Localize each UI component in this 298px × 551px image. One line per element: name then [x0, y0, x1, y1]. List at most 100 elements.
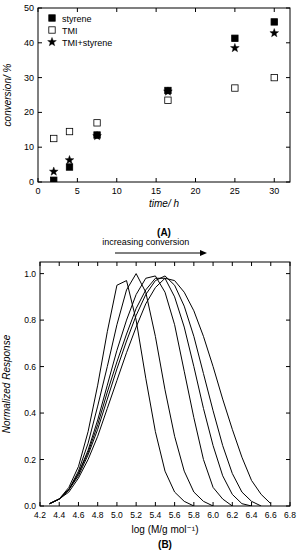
x-tick: [234, 178, 235, 182]
x-tick-top: [274, 8, 275, 12]
annotation: increasing conversion: [102, 237, 189, 247]
data-point: [51, 177, 57, 182]
legend-label: TMI+styrene: [62, 38, 112, 48]
data-point: [65, 155, 74, 163]
data-point: [270, 28, 279, 36]
chart-panel: 05101520253001020304050time/ hconversion…: [2, 3, 290, 238]
x-tick-label: 6.4: [246, 510, 258, 520]
annotation-arrow: [115, 253, 200, 254]
x-axis-label: time/ h: [149, 198, 179, 209]
figure: 05101520253001020304050time/ hconversion…: [0, 0, 298, 551]
data-layer: [49, 19, 278, 182]
y-tick: [38, 8, 42, 9]
data-point: [271, 19, 277, 25]
x-tick-label: 4.2: [34, 510, 46, 520]
x-tick-top: [270, 262, 271, 266]
x-tick: [78, 502, 79, 506]
x-tick-label: 6.8: [284, 510, 296, 520]
data-point: [231, 43, 240, 51]
y-tick-label: 0: [29, 177, 34, 187]
x-tick-label: 20: [190, 186, 200, 196]
x-tick-top: [195, 8, 196, 12]
y-tick-right: [286, 182, 290, 183]
x-tick-top: [38, 8, 39, 12]
x-tick: [174, 502, 175, 506]
x-tick-top: [77, 8, 78, 12]
y-tick: [38, 147, 42, 148]
y-tick-label: 0.0: [24, 501, 36, 511]
y-tick-label: 0.4: [24, 408, 36, 418]
data-point: [271, 74, 277, 80]
x-tick-label: 15: [151, 186, 161, 196]
x-tick-top: [174, 262, 175, 266]
x-tick-label: 30: [269, 186, 279, 196]
y-tick-right: [286, 77, 290, 78]
y-tick: [38, 42, 42, 43]
legend: styreneTMITMI+styrene: [48, 14, 113, 48]
x-tick-top: [234, 8, 235, 12]
x-tick-label: 5.4: [149, 510, 161, 520]
x-tick: [195, 178, 196, 182]
x-tick: [40, 502, 41, 506]
x-tick: [251, 502, 252, 506]
chart-panel: 4.24.44.64.85.05.25.45.65.86.06.26.46.66…: [1, 237, 296, 550]
x-tick-top: [40, 262, 41, 266]
y-tick-label: 20: [24, 107, 34, 117]
data-point: [232, 35, 238, 41]
plot-frame: [38, 8, 290, 182]
x-tick-top: [78, 262, 79, 266]
x-tick-top: [251, 262, 252, 266]
x-tick-top: [59, 262, 60, 266]
legend-marker: [48, 37, 57, 45]
y-tick-right: [286, 8, 290, 9]
x-axis-label: log (M/g mol⁻¹): [132, 524, 199, 535]
x-tick: [155, 502, 156, 506]
data-point: [93, 131, 102, 139]
y-tick: [38, 77, 42, 78]
y-tick: [40, 320, 44, 321]
legend-label: styrene: [62, 14, 92, 24]
x-tick: [156, 178, 157, 182]
annotation-arrowhead: [200, 250, 207, 256]
x-tick: [59, 502, 60, 506]
data-layer: [50, 274, 271, 506]
data-point: [66, 164, 72, 170]
x-tick-label: 4.8: [92, 510, 104, 520]
panel-label: (B): [158, 539, 172, 550]
x-tick-top: [116, 8, 117, 12]
x-tick: [136, 502, 137, 506]
x-tick-top: [116, 262, 117, 266]
y-axis-label: Normalized Response: [1, 334, 12, 433]
x-tick: [38, 178, 39, 182]
legend-marker: [49, 27, 55, 33]
data-point: [165, 97, 171, 103]
y-tick-right: [286, 112, 290, 113]
y-tick-label: 30: [24, 73, 34, 83]
x-tick: [290, 502, 291, 506]
x-tick-label: 6.2: [226, 510, 238, 520]
legend-marker: [49, 15, 55, 21]
y-tick: [40, 459, 44, 460]
y-tick: [38, 182, 42, 183]
x-tick-top: [136, 262, 137, 266]
y-tick-label: 1.0: [24, 269, 36, 279]
x-tick: [116, 178, 117, 182]
x-tick-top: [193, 262, 194, 266]
x-tick-top: [155, 262, 156, 266]
y-tick-right: [286, 273, 290, 274]
x-tick-label: 4.4: [53, 510, 65, 520]
y-tick-right: [286, 506, 290, 507]
y-tick-right: [286, 147, 290, 148]
gpc-curve: [50, 278, 271, 503]
y-tick-right: [286, 413, 290, 414]
x-tick-label: 25: [230, 186, 240, 196]
y-tick-label: 10: [24, 142, 34, 152]
data-point: [94, 120, 100, 126]
data-point: [232, 85, 238, 91]
data-point: [164, 87, 173, 95]
x-tick-label: 5: [75, 186, 80, 196]
x-tick-top: [156, 8, 157, 12]
y-tick-right: [286, 320, 290, 321]
y-tick-label: 40: [24, 38, 34, 48]
x-tick-label: 4.6: [73, 510, 85, 520]
